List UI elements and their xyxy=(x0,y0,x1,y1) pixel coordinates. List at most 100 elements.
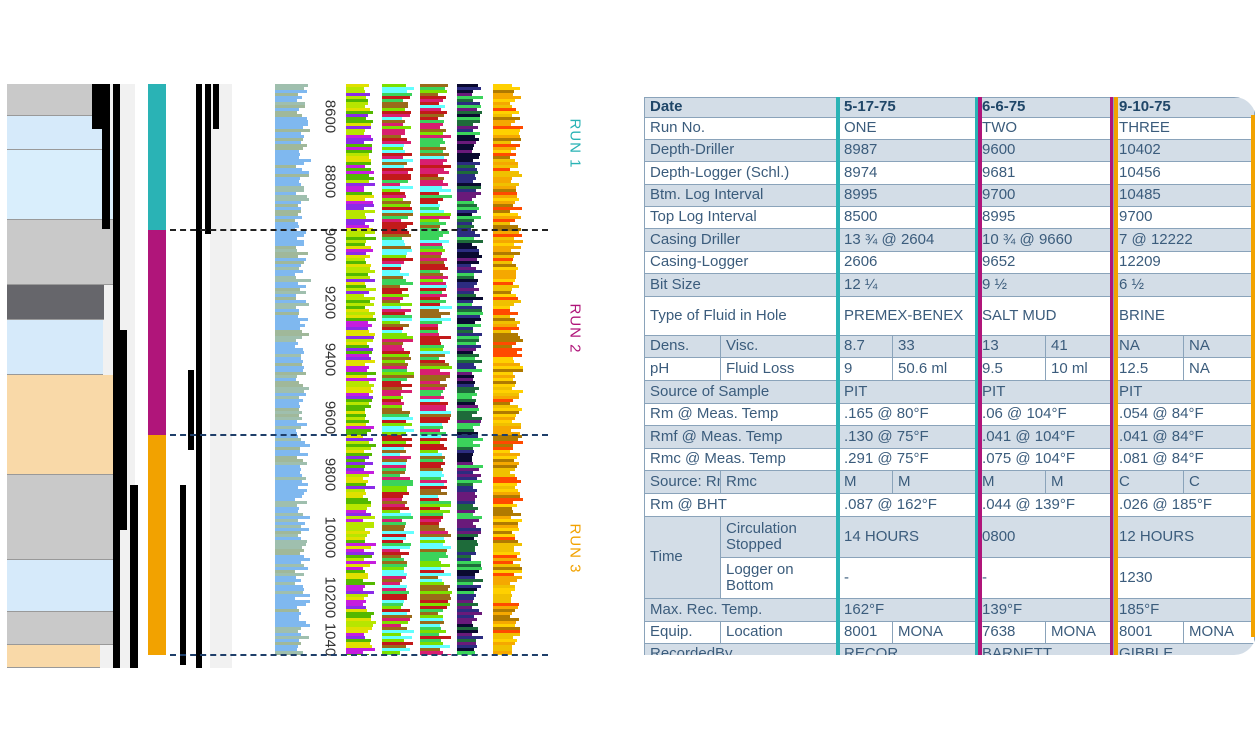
cell-value: 10 ml xyxy=(1046,358,1114,381)
log-track xyxy=(382,84,422,655)
cell-value: C xyxy=(1114,471,1184,494)
table-row: Rmf @ Meas. Temp .130 @ 75°F .041 @ 104°F.… xyxy=(645,426,1255,449)
casing-bar xyxy=(92,84,102,129)
cell-value: NA xyxy=(1184,336,1255,358)
cell-value: 9652 xyxy=(977,252,1114,274)
table-row: Rmc @ Meas. Temp .291 @ 75°F .075 @ 104°F.… xyxy=(645,449,1255,471)
cell-value: C xyxy=(1184,471,1255,494)
cell-value: .075 @ 104°F xyxy=(977,449,1114,471)
row-label: Source of Sample xyxy=(645,381,839,404)
bit-size-bar xyxy=(205,84,211,234)
lithology-layer xyxy=(7,375,114,475)
cell-value: 8001 xyxy=(1114,622,1184,644)
cell-value: .044 @ 139°F xyxy=(977,494,1114,517)
cell-value: - xyxy=(839,558,977,599)
log-header-table: Date 5-17-75 6-6-75 9-10-75 Run No. ONE TWO THR… xyxy=(644,97,1256,655)
cell-value: MONA xyxy=(1046,622,1114,644)
cell-value: 1230 xyxy=(1114,558,1255,599)
row-label: Casing Driller xyxy=(645,229,839,252)
table-row: Casing-Logger 2606 9652 12209 xyxy=(645,252,1255,274)
cell-value: RECOR xyxy=(839,644,977,656)
run-boundary-2 xyxy=(170,434,548,436)
depth-label: 9600 xyxy=(322,400,339,436)
caliper-background xyxy=(210,84,232,668)
cell-value: .165 @ 80°F xyxy=(839,404,977,426)
depth-label: 9800 xyxy=(322,457,339,493)
depth-label: 10000 xyxy=(322,517,339,553)
cell-value: NA xyxy=(1184,358,1255,381)
cell-value: 9600 xyxy=(977,140,1114,162)
depth-label: 10200 xyxy=(322,577,339,613)
cell-value: 12.5 xyxy=(1114,358,1184,381)
row-label: Logger on Bottom xyxy=(721,558,839,599)
lithology-layer xyxy=(7,285,104,320)
row-label: Rm @ Meas. Temp xyxy=(645,404,839,426)
table-row: RecordedBy RECOR BARNETT GIBBLE xyxy=(645,644,1255,656)
cell-value: 9700 xyxy=(1114,207,1255,229)
cell-value: 9 xyxy=(839,358,893,381)
lithology-layer xyxy=(7,116,103,150)
cell-value: 8001 xyxy=(839,622,893,644)
cell-value: BARNETT xyxy=(977,644,1114,656)
run-3-column-line xyxy=(1114,97,1118,655)
cell-value: 50.6 ml xyxy=(893,358,977,381)
cell-value: M xyxy=(977,471,1046,494)
table-row: Run No. ONE TWO THREE xyxy=(645,118,1255,140)
table-row: Top Log Interval 8500 8995 9700 xyxy=(645,207,1255,229)
cell-value: 5-17-75 xyxy=(839,98,977,118)
lithology-layer xyxy=(7,475,115,560)
cell-value: - xyxy=(977,558,1114,599)
lithology-layer xyxy=(7,645,100,668)
bit-size-bar xyxy=(180,485,186,665)
run-2-column-end-line xyxy=(1110,97,1113,655)
cell-value: 10456 xyxy=(1114,162,1255,185)
run-2-bar xyxy=(148,230,166,435)
cell-value: ONE xyxy=(839,118,977,140)
cell-value: 10485 xyxy=(1114,185,1255,207)
cell-value: Rmc xyxy=(721,471,839,494)
depth-label: 9400 xyxy=(322,342,339,378)
cell-value: 9700 xyxy=(977,185,1114,207)
cell-value: .054 @ 84°F xyxy=(1114,404,1255,426)
depth-label: 1040 xyxy=(322,622,339,658)
cell-value: 8995 xyxy=(839,185,977,207)
cell-value: 33 xyxy=(893,336,977,358)
table-row: Type of Fluid in Hole PREMEX-BENEX SALT MU… xyxy=(645,297,1255,336)
cell-value: 13 xyxy=(977,336,1046,358)
row-label: Equip. xyxy=(645,622,721,644)
lithology-layer xyxy=(7,612,119,645)
cell-value: SALT MUD xyxy=(977,297,1114,336)
lithology-layer xyxy=(7,150,115,220)
lithology-layer xyxy=(7,84,99,116)
row-label: Rm @ BHT xyxy=(645,494,839,517)
row-label: Date xyxy=(645,98,839,118)
run-3-column-end-line xyxy=(1251,115,1255,637)
bit-size-bar xyxy=(196,230,202,668)
cell-value: MONA xyxy=(1184,622,1255,644)
table-row: Source: RmfRmcMMMMCC xyxy=(645,471,1255,494)
cell-value: GIBBLE xyxy=(1114,644,1255,656)
cell-value: BRINE xyxy=(1114,297,1255,336)
table-row: Btm. Log Interval 8995 9700 10485 xyxy=(645,185,1255,207)
log-track xyxy=(493,84,531,655)
cell-value: NA xyxy=(1114,336,1184,358)
cell-value: 6-6-75 xyxy=(977,98,1114,118)
cell-value: .087 @ 162°F xyxy=(839,494,977,517)
run-boundary-3 xyxy=(170,654,548,656)
cell-value: 41 xyxy=(1046,336,1114,358)
lithology-layer xyxy=(7,320,103,375)
depth-label: 8800 xyxy=(322,164,339,200)
cell-value: 9681 xyxy=(977,162,1114,185)
cell-value: M xyxy=(839,471,893,494)
run-3-bar xyxy=(148,435,166,655)
table-row: Depth-Driller 8987 9600 10402 xyxy=(645,140,1255,162)
run-1-bar xyxy=(148,84,166,230)
cell-value: .081 @ 84°F xyxy=(1114,449,1255,471)
table-row: pH Fluid Loss 9 50.6 ml 9.5 10 ml 12.5 NA xyxy=(645,358,1255,381)
table-row: Source of Sample PIT PIT PIT xyxy=(645,381,1255,404)
table-row: Rm @ Meas. Temp .165 @ 80°F .06 @ 104°F .05… xyxy=(645,404,1255,426)
cell-value: Visc. xyxy=(721,336,839,358)
row-label: RecordedBy xyxy=(645,644,839,656)
bit-size-bar xyxy=(188,370,194,450)
cell-value: .026 @ 185°F xyxy=(1114,494,1255,517)
